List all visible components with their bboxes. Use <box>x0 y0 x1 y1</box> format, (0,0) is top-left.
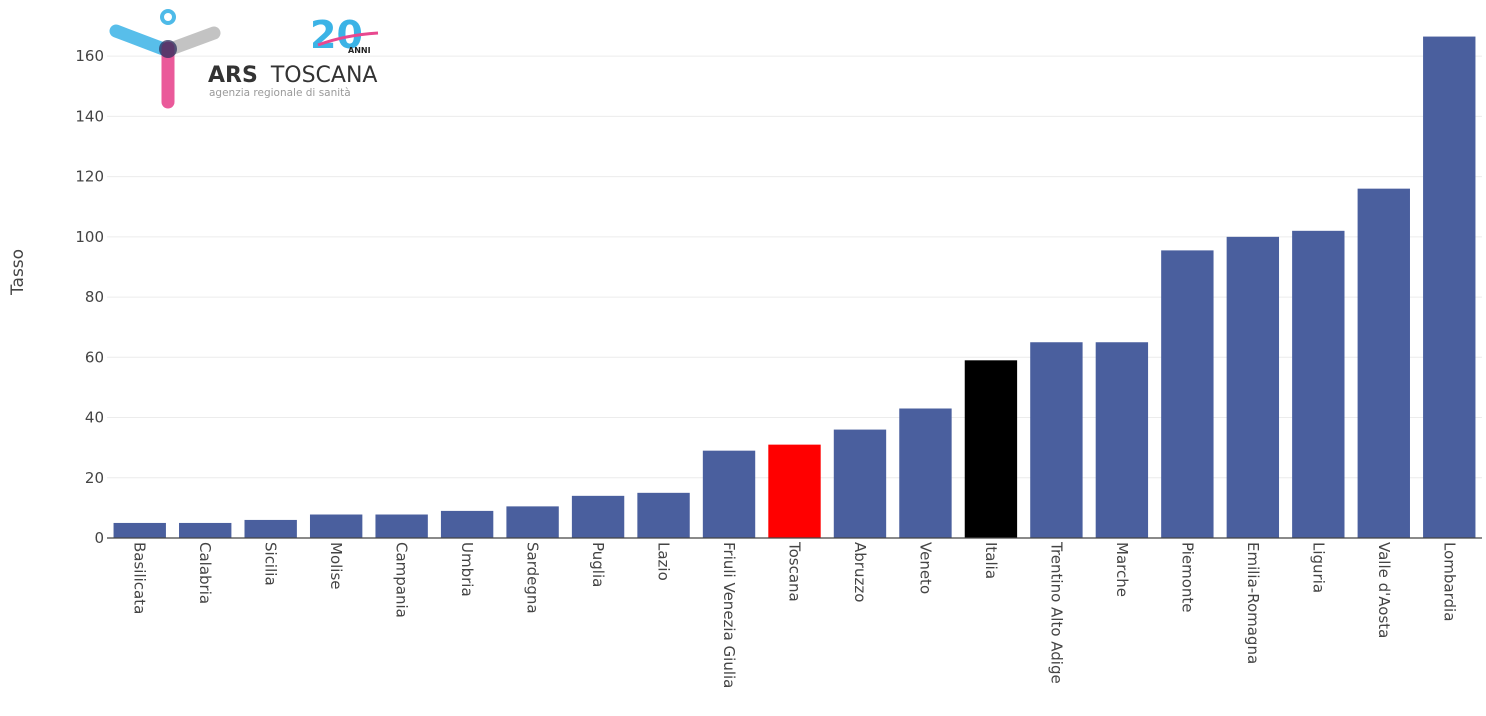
bar-sardegna <box>506 506 559 538</box>
x-tick-label: Italia <box>982 542 1000 579</box>
x-tick-label: Sicilia <box>262 542 280 586</box>
bar-friuli-venezia-giulia <box>702 450 756 538</box>
bar-veneto <box>899 408 952 538</box>
bar-lazio <box>637 492 690 538</box>
x-tick-label: Puglia <box>589 542 607 587</box>
y-axis-ticks: 0 20 40 60 80 100 120 140 160 <box>75 47 104 547</box>
logo-anniversary-word: ANNI <box>348 46 371 55</box>
x-tick-label: Valle d'Aosta <box>1375 542 1393 638</box>
y-tick-label: 100 <box>75 228 104 246</box>
y-axis-label: Tasso <box>8 249 28 296</box>
logo-subtitle: agenzia regionale di sanità <box>209 87 351 99</box>
gridlines <box>107 55 1482 479</box>
ars-toscana-logo: 20 ANNI ARS TOSCANA agenzia regionale di… <box>109 9 379 109</box>
bar-toscana <box>768 444 821 538</box>
bar-basilicata <box>113 522 166 538</box>
bar-molise <box>309 514 363 538</box>
y-tick-label: 20 <box>85 469 104 487</box>
x-tick-label: Lazio <box>655 542 673 581</box>
bar-campania <box>375 514 428 538</box>
y-tick-label: 80 <box>85 288 104 306</box>
x-tick-label: Marche <box>1113 542 1131 597</box>
bar-piemonte <box>1161 250 1214 539</box>
x-tick-label: Toscana <box>786 541 804 602</box>
bar-umbria <box>440 510 494 538</box>
bar-calabria <box>179 522 232 538</box>
bar-puglia <box>571 495 625 538</box>
bars <box>113 36 1476 539</box>
x-tick-label: Molise <box>327 542 345 590</box>
bar-sicilia <box>244 519 297 538</box>
bar-valle-d-aosta <box>1357 188 1410 538</box>
x-tick-label: Veneto <box>916 542 934 594</box>
x-tick-label: Liguria <box>1309 542 1327 593</box>
bar-italia <box>964 360 1018 538</box>
y-tick-label: 140 <box>75 107 104 125</box>
x-tick-label: Campania <box>393 542 411 618</box>
x-tick-label: Calabria <box>196 542 214 604</box>
x-axis-ticks: Basilicata Calabria Sicilia Molise Campania U… <box>131 541 1459 688</box>
x-tick-label: Umbria <box>458 542 476 597</box>
logo-brand: ARS TOSCANA <box>208 63 377 88</box>
logo-mark-icon <box>109 9 221 109</box>
bar-liguria <box>1292 230 1345 538</box>
x-tick-label: Sardegna <box>524 542 542 614</box>
x-tick-label: Lombardia <box>1440 542 1458 621</box>
bar-trentino-alto-adige <box>1030 342 1083 538</box>
x-tick-label: Piemonte <box>1178 542 1196 613</box>
logo-brand-bold: ARS <box>208 63 258 88</box>
x-tick-label: Emilia-Romagna <box>1244 542 1262 664</box>
x-tick-label: Basilicata <box>131 542 149 614</box>
x-tick-label: Friuli Venezia Giulia <box>720 542 738 688</box>
y-tick-label: 120 <box>75 168 104 186</box>
y-tick-label: 40 <box>85 409 104 427</box>
bar-lombardia <box>1423 36 1476 538</box>
bar-emilia-romagna <box>1226 236 1280 538</box>
bar-marche <box>1095 342 1149 538</box>
y-tick-label: 160 <box>75 47 104 65</box>
logo-brand-light: TOSCANA <box>270 63 378 88</box>
x-tick-label: Abruzzo <box>851 542 869 602</box>
y-tick-label: 0 <box>94 529 104 547</box>
bar-abruzzo <box>833 429 887 538</box>
x-tick-label: Trentino Alto Adige <box>1047 541 1065 684</box>
y-tick-label: 60 <box>85 348 104 366</box>
